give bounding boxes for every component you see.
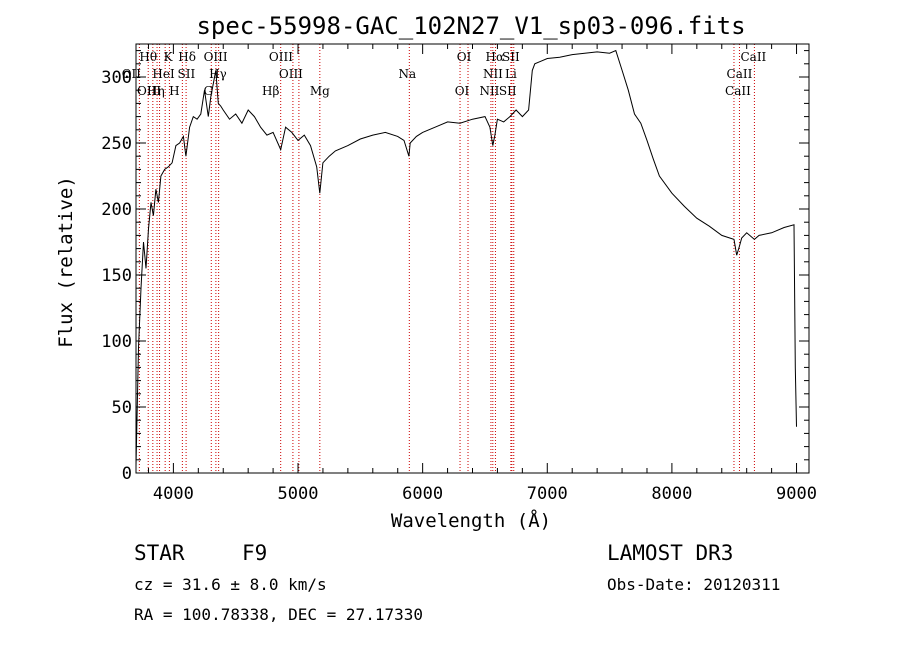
line-label-8: Hδ: [178, 50, 196, 64]
line-label-18: OI: [455, 84, 470, 98]
line-label-27: CaII: [725, 84, 751, 98]
object-class: STAR: [134, 541, 185, 565]
line-label-3: K: [164, 50, 174, 64]
chart-title: spec-55998-GAC_102N27_V1_sp03-096.fits: [196, 12, 745, 40]
y-tick-label-200: 200: [101, 200, 132, 220]
line-label-22: SII: [502, 50, 520, 64]
line-label-21: NII: [479, 84, 499, 98]
line-label-14: OIII: [279, 67, 303, 81]
y-tick-label-300: 300: [101, 68, 132, 88]
line-label-13: OIII: [269, 50, 293, 64]
line-label-25: CaII: [740, 50, 766, 64]
line-label-20: NII: [483, 67, 503, 81]
obs-date: Obs-Date: 20120311: [607, 575, 781, 594]
x-tick-label-8000: 8000: [651, 484, 692, 504]
y-tick-label-100: 100: [101, 332, 132, 352]
object-subclass: F9: [242, 541, 268, 565]
line-label-11: G: [203, 84, 213, 98]
x-tick-label-6000: 6000: [402, 484, 443, 504]
line-markers-group: [138, 44, 755, 473]
y-axis: 0 50 100 150 200 250 300: [101, 50, 809, 484]
line-label-2: OIII: [137, 84, 161, 98]
y-tick-label-0: 0: [122, 464, 132, 484]
x-tick-label-4000: 4000: [153, 484, 194, 504]
line-label-5: HeI: [152, 67, 175, 81]
line-label-4: H: [169, 84, 179, 98]
y-tick-label-50: 50: [112, 398, 132, 418]
line-label-26: CaII: [727, 67, 753, 81]
line-label-23: Li: [505, 67, 517, 81]
line-label-9: OIII: [204, 50, 228, 64]
line-label-16: Na: [398, 67, 416, 81]
x-tick-label-9000: 9000: [776, 484, 817, 504]
survey-label: LAMOST DR3: [607, 541, 734, 565]
line-label-24: SII: [499, 84, 517, 98]
line-label-12: Hβ: [262, 84, 279, 98]
x-axis: 4000 5000 6000 7000 8000 9000: [147, 44, 817, 504]
line-label-19: Hα: [486, 50, 505, 64]
redshift-text: cz = 31.6 ± 8.0 km/s: [134, 575, 327, 594]
y-axis-label: Flux (relative): [55, 176, 77, 348]
spectrum-series-line: [135, 49, 797, 467]
x-tick-label-7000: 7000: [527, 484, 568, 504]
line-label-10: Hγ: [209, 67, 227, 81]
line-label-15: Mg: [310, 84, 330, 98]
line-label-0: Hθ: [139, 50, 157, 64]
y-tick-label-150: 150: [101, 266, 132, 286]
line-label-6: Hη: [147, 84, 165, 98]
coordinates: RA = 100.78338, DEC = 27.17330: [134, 605, 423, 624]
x-axis-label: Wavelength (Å): [391, 509, 551, 532]
line-label-17: OI: [457, 50, 472, 64]
plot-frame: [135, 43, 810, 474]
line-label-7: SII: [178, 67, 196, 81]
line-label-1: OII: [122, 67, 142, 81]
x-tick-label-5000: 5000: [278, 484, 319, 504]
y-tick-label-250: 250: [101, 134, 132, 154]
